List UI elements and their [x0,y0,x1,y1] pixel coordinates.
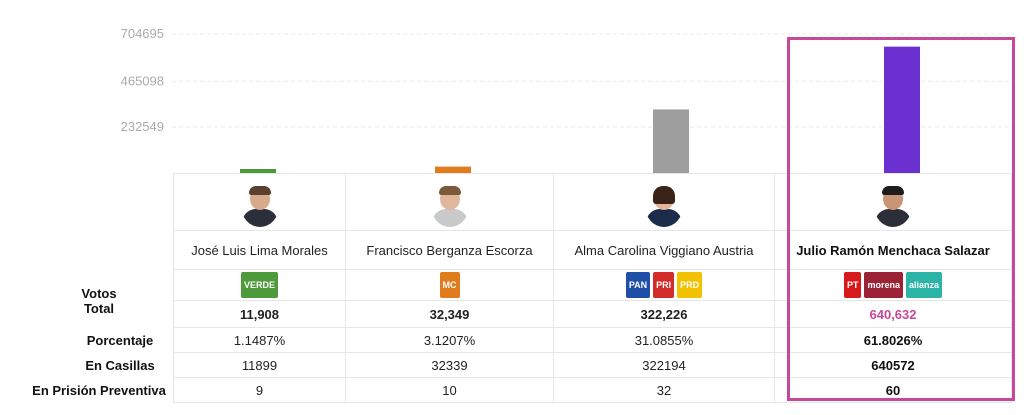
y-tick-label: 232549 [121,119,164,134]
prision-value: 10 [345,377,554,403]
candidate-name: Francisco Berganza Escorza [345,230,554,270]
y-tick-label: 704695 [121,26,164,41]
vote-bar-chart: 232549 465098 704695 [121,26,1015,174]
row-label-prision: En Prisión Preventiva [32,382,166,398]
candidate-name: Julio Ramón Menchaca Salazar [774,230,1012,270]
bar-4[interactable] [884,46,920,174]
total-votes: 32,349 [345,300,554,328]
candidate-name: José Luis Lima Morales [173,230,346,270]
candidate-photo [874,185,912,227]
casillas-value: 322194 [553,352,775,378]
y-tick-label: 465098 [121,73,164,88]
casillas-value: 640572 [774,352,1012,378]
candidate-photo-cell [345,173,554,231]
candidate-name: Alma Carolina Viggiano Austria [553,230,775,270]
bar-2[interactable] [435,166,471,173]
bar-1[interactable] [240,169,276,173]
pan-logo: PAN [625,272,651,298]
pt-logo: PT [843,272,862,298]
nueva-alianza-logo: alianza [906,272,943,298]
candidate-photo [241,185,279,227]
morena-logo: morena [864,272,903,298]
party-logos: MC [345,269,554,301]
percentage-value: 1.1487% [173,327,346,353]
row-label-total: Total [83,300,115,316]
total-votes: 322,226 [553,300,775,328]
casillas-value: 11899 [173,352,346,378]
candidate-photo-cell [173,173,346,231]
percentage-value: 3.1207% [345,327,554,353]
party-logos: PT morena alianza [774,269,1012,301]
casillas-value: 32339 [345,352,554,378]
party-logos: PAN PRI PRD [553,269,775,301]
prision-value: 9 [173,377,346,403]
verde-logo: VERDE [240,272,278,298]
pri-logo: PRI [653,272,675,298]
total-votes: 11,908 [173,300,346,328]
prision-value: 60 [774,377,1012,403]
party-logos: VERDE [173,269,346,301]
percentage-value: 61.8026% [774,327,1012,353]
percentage-value: 31.0855% [553,327,775,353]
prision-value: 32 [553,377,775,403]
prd-logo: PRD [677,272,703,298]
row-label-casillas: En Casillas [85,357,155,373]
movimiento-ciudadano-logo: MC [439,272,460,298]
candidate-photo-cell [774,173,1012,231]
candidate-photo [645,185,683,227]
row-label-votos: Votos [81,285,117,301]
candidate-photo [431,185,469,227]
bar-3[interactable] [653,109,689,173]
candidate-photo-cell [553,173,775,231]
total-votes: 640,632 [774,300,1012,328]
results-table: José Luis Lima Morales Francisco Berganz… [25,173,1012,403]
row-label-porcentaje: Porcentaje [86,332,154,348]
